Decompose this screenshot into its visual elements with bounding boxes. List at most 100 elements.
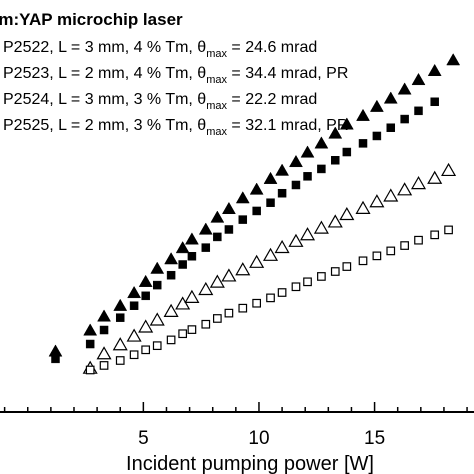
data-point-series-2 bbox=[201, 243, 211, 252]
data-point-series-3 bbox=[198, 281, 214, 296]
data-point-series-3 bbox=[355, 200, 371, 214]
data-point-series-2 bbox=[178, 260, 187, 269]
data-point-series-2 bbox=[400, 114, 409, 124]
data-point-series-1 bbox=[175, 241, 190, 254]
data-point-series-3 bbox=[149, 312, 165, 326]
data-point-series-1 bbox=[356, 108, 370, 121]
data-point-series-2 bbox=[115, 313, 125, 322]
data-point-series-1 bbox=[411, 72, 426, 86]
data-point-series-4 bbox=[129, 350, 139, 360]
data-point-series-1 bbox=[113, 298, 128, 311]
data-point-series-4 bbox=[99, 361, 109, 370]
data-point-series-2 bbox=[291, 180, 301, 190]
data-point-series-3 bbox=[138, 319, 154, 333]
data-point-series-3 bbox=[221, 268, 237, 282]
data-point-series-1 bbox=[427, 63, 442, 76]
data-point-series-2 bbox=[252, 206, 261, 216]
data-point-series-4 bbox=[141, 345, 151, 355]
x-ticks: 5 10 15 bbox=[3, 402, 468, 449]
data-point-series-2 bbox=[372, 131, 382, 141]
data-point-series-4 bbox=[430, 230, 440, 240]
data-point-series-3 bbox=[339, 206, 355, 221]
legend-entry-p2525: P2525, L = 2 mm, 3 % Tm, θmax = 32.1 mra… bbox=[3, 117, 348, 138]
data-point-series-3 bbox=[313, 220, 329, 234]
data-point-series-1 bbox=[184, 232, 199, 245]
data-point-series-2 bbox=[99, 325, 109, 335]
data-point-series-3 bbox=[383, 188, 399, 202]
data-point-series-1 bbox=[263, 171, 278, 184]
data-point-series-2 bbox=[224, 225, 234, 234]
data-point-series-3 bbox=[112, 337, 128, 351]
data-point-series-4 bbox=[178, 329, 188, 339]
data-point-series-1 bbox=[339, 117, 354, 130]
data-point-series-3 bbox=[209, 274, 225, 288]
data-point-series-1 bbox=[235, 191, 250, 204]
legend: P2522, L = 3 mm, 4 % Tm, θmax = 24.6 mra… bbox=[3, 39, 348, 138]
data-point-series-4 bbox=[317, 272, 326, 281]
data-point-series-2 bbox=[85, 339, 95, 349]
data-point-series-2 bbox=[303, 172, 312, 181]
data-point-series-3 bbox=[427, 170, 443, 184]
data-point-series-4 bbox=[414, 235, 423, 245]
legend-entry-p2522: P2522, L = 3 mm, 4 % Tm, θmax = 24.6 mra… bbox=[3, 39, 317, 60]
data-point-series-3 bbox=[235, 262, 251, 276]
data-point-series-1 bbox=[300, 145, 315, 158]
x-tick-label: 15 bbox=[364, 428, 385, 449]
data-point-series-4 bbox=[303, 277, 312, 287]
data-point-series-4 bbox=[342, 262, 352, 271]
data-point-series-2 bbox=[386, 123, 396, 132]
data-point-series-2 bbox=[238, 215, 248, 224]
x-tick-label: 5 bbox=[138, 428, 149, 449]
data-point-series-1 bbox=[164, 252, 179, 265]
data-point-series-3 bbox=[175, 296, 191, 310]
data-point-series-2 bbox=[166, 270, 176, 280]
data-points bbox=[48, 53, 461, 375]
data-point-series-2 bbox=[358, 139, 368, 148]
data-point-series-2 bbox=[187, 252, 197, 261]
data-point-series-4 bbox=[238, 303, 248, 313]
data-point-series-2 bbox=[331, 156, 340, 165]
data-point-series-2 bbox=[129, 301, 139, 310]
data-point-series-2 bbox=[141, 291, 150, 301]
data-point-series-3 bbox=[410, 176, 427, 190]
data-point-series-4 bbox=[444, 225, 453, 235]
data-point-series-3 bbox=[274, 239, 290, 254]
data-point-series-4 bbox=[277, 288, 287, 297]
data-point-series-1 bbox=[198, 222, 213, 235]
data-point-series-3 bbox=[163, 303, 179, 317]
data-point-series-3 bbox=[397, 182, 413, 196]
data-point-series-4 bbox=[187, 325, 197, 334]
data-point-series-4 bbox=[386, 246, 396, 256]
chart-title: Tm:YAP microchip laser bbox=[0, 10, 183, 29]
data-point-series-1 bbox=[83, 323, 98, 336]
data-point-series-1 bbox=[314, 136, 329, 149]
data-point-series-1 bbox=[97, 309, 111, 322]
data-point-series-1 bbox=[328, 126, 343, 139]
data-point-series-1 bbox=[210, 210, 225, 223]
data-point-series-4 bbox=[400, 241, 409, 250]
data-point-series-3 bbox=[327, 214, 343, 228]
x-tick-label: 10 bbox=[248, 428, 269, 449]
data-point-series-3 bbox=[249, 254, 265, 268]
data-point-series-4 bbox=[358, 256, 368, 266]
data-point-series-3 bbox=[96, 346, 112, 360]
data-point-series-1 bbox=[397, 82, 412, 95]
data-point-series-2 bbox=[51, 354, 60, 364]
data-point-series-2 bbox=[414, 106, 423, 116]
data-point-series-1 bbox=[383, 91, 398, 104]
data-point-series-4 bbox=[224, 308, 234, 318]
data-point-series-1 bbox=[221, 201, 236, 215]
data-point-series-1 bbox=[289, 154, 303, 168]
x-axis-label: Incident pumping power [W] bbox=[126, 453, 374, 474]
data-point-series-3 bbox=[441, 162, 457, 177]
legend-entry-p2523: P2523, L = 2 mm, 4 % Tm, θmax = 34.4 mra… bbox=[3, 65, 348, 86]
data-point-series-4 bbox=[85, 365, 95, 375]
data-point-series-4 bbox=[152, 341, 162, 351]
data-point-series-2 bbox=[152, 280, 162, 290]
data-point-series-1 bbox=[127, 285, 142, 299]
data-point-series-1 bbox=[369, 99, 384, 112]
data-point-series-4 bbox=[266, 293, 275, 303]
data-point-series-4 bbox=[330, 267, 340, 276]
data-point-series-1 bbox=[138, 274, 153, 287]
